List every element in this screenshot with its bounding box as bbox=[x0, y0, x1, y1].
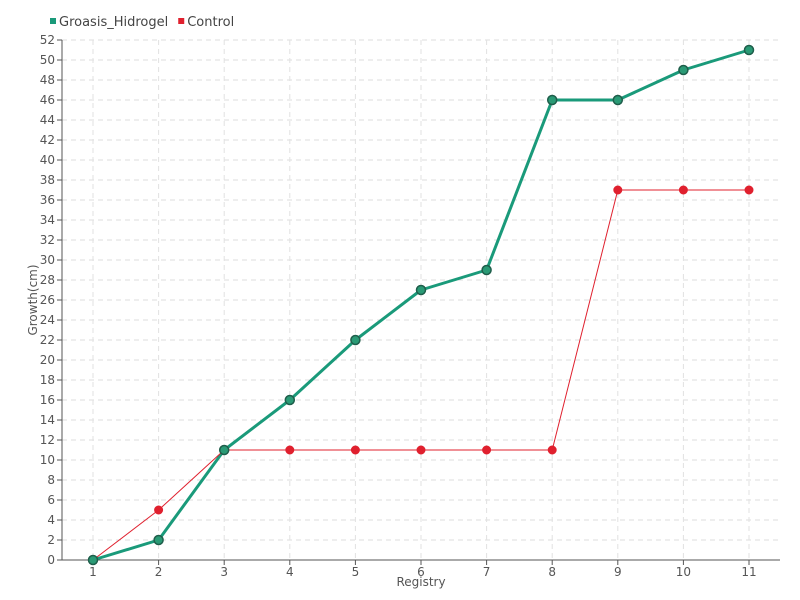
y-tick-label: 26 bbox=[40, 293, 55, 307]
data-point-groasis-hidrogel bbox=[153, 534, 164, 546]
data-point-control bbox=[744, 185, 754, 195]
data-point-control bbox=[416, 445, 426, 455]
x-tick-label: 3 bbox=[220, 565, 228, 579]
data-point-control bbox=[678, 185, 688, 195]
x-tick-label: 5 bbox=[352, 565, 360, 579]
series-layer bbox=[87, 44, 755, 566]
legend-swatch-control bbox=[178, 18, 185, 24]
y-tick-label: 12 bbox=[40, 433, 55, 447]
data-point-groasis-hidrogel bbox=[350, 334, 361, 346]
y-tick-label: 16 bbox=[40, 393, 55, 407]
data-point-control bbox=[285, 445, 295, 455]
y-tick-label: 32 bbox=[40, 233, 55, 247]
x-tick-label: 2 bbox=[155, 565, 163, 579]
data-point-control bbox=[154, 505, 164, 515]
x-tick-label: 8 bbox=[548, 565, 556, 579]
legend: Groasis_Hidrogel Control bbox=[50, 15, 234, 30]
data-point-control bbox=[547, 445, 557, 455]
data-point-control bbox=[350, 445, 360, 455]
legend-swatch-groasis-hidrogel bbox=[50, 18, 56, 24]
y-tick-label: 48 bbox=[40, 73, 55, 87]
x-tick-label: 6 bbox=[417, 565, 425, 579]
data-point-groasis-hidrogel bbox=[612, 94, 624, 106]
y-tick-label: 10 bbox=[40, 453, 55, 467]
x-axis-title: Registry bbox=[396, 575, 445, 589]
y-tick-label: 0 bbox=[47, 553, 55, 567]
y-tick-label: 52 bbox=[40, 33, 55, 47]
y-tick-label: 36 bbox=[40, 193, 55, 207]
axes-layer: 0246810121416182022242628303234363840424… bbox=[40, 33, 780, 579]
y-tick-label: 22 bbox=[40, 333, 55, 347]
y-tick-label: 30 bbox=[40, 253, 55, 267]
data-point-groasis-hidrogel bbox=[87, 554, 99, 566]
y-tick-label: 40 bbox=[40, 153, 55, 167]
y-tick-label: 8 bbox=[47, 473, 55, 487]
x-tick-label: 10 bbox=[676, 565, 691, 579]
y-tick-label: 20 bbox=[40, 353, 55, 367]
y-tick-label: 44 bbox=[40, 113, 55, 127]
data-point-groasis-hidrogel bbox=[546, 94, 558, 106]
y-tick-label: 50 bbox=[40, 53, 55, 67]
y-tick-label: 2 bbox=[47, 533, 55, 547]
grid-layer bbox=[62, 39, 780, 560]
data-point-groasis-hidrogel bbox=[218, 444, 230, 456]
y-tick-label: 4 bbox=[47, 513, 55, 527]
x-tick-label: 11 bbox=[741, 565, 756, 579]
data-point-groasis-hidrogel bbox=[481, 264, 492, 276]
data-point-groasis-hidrogel bbox=[284, 394, 296, 406]
y-tick-label: 18 bbox=[40, 373, 55, 387]
data-point-groasis-hidrogel bbox=[678, 64, 689, 76]
y-tick-label: 38 bbox=[40, 173, 55, 187]
legend-label-groasis-hidrogel: Groasis_Hidrogel bbox=[59, 15, 168, 30]
x-tick-label: 1 bbox=[89, 565, 97, 579]
y-tick-label: 24 bbox=[40, 313, 55, 327]
x-tick-label: 4 bbox=[286, 565, 294, 579]
y-tick-label: 28 bbox=[40, 273, 55, 287]
y-axis-title: Growth(cm) bbox=[26, 264, 40, 335]
legend-label-control: Control bbox=[187, 15, 234, 30]
data-point-groasis-hidrogel bbox=[415, 284, 427, 296]
y-tick-label: 14 bbox=[40, 413, 55, 427]
data-point-groasis-hidrogel bbox=[743, 44, 755, 56]
data-point-control bbox=[482, 445, 492, 455]
y-tick-label: 46 bbox=[40, 93, 55, 107]
data-point-control bbox=[613, 185, 623, 195]
x-tick-label: 7 bbox=[483, 565, 491, 579]
y-tick-label: 34 bbox=[40, 213, 55, 227]
y-tick-label: 6 bbox=[47, 493, 55, 507]
y-tick-label: 42 bbox=[40, 133, 55, 147]
x-tick-label: 9 bbox=[614, 565, 622, 579]
